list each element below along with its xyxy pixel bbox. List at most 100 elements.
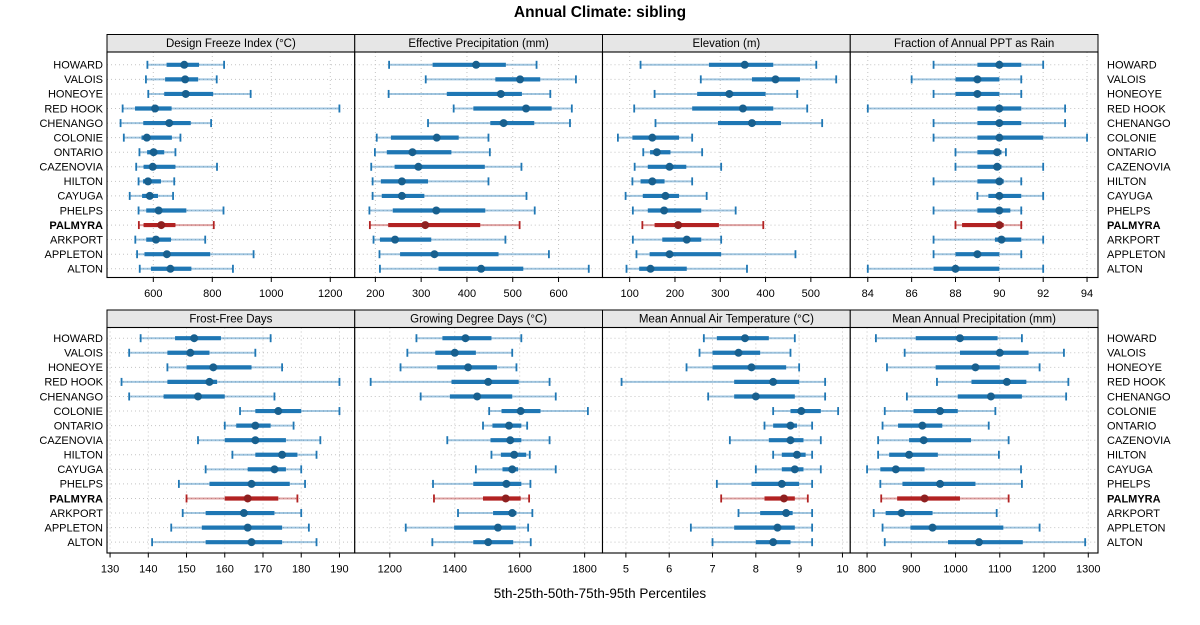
- median-dot: [738, 104, 747, 113]
- interval-row: [490, 450, 531, 459]
- median-dot: [648, 177, 657, 186]
- median-dot: [143, 177, 152, 186]
- x-tick-label: 500: [504, 288, 522, 300]
- interval-row: [151, 538, 318, 547]
- interval-row: [883, 407, 997, 416]
- interval-row: [370, 162, 523, 171]
- site-label-left: HOWARD: [53, 60, 103, 72]
- x-tick-label: 88: [949, 288, 961, 300]
- median-dot: [166, 264, 175, 273]
- interval-row-highlight: [720, 494, 809, 503]
- interval-row: [122, 133, 182, 142]
- interval-row: [711, 538, 814, 547]
- median-dot: [193, 392, 202, 401]
- median-dot: [782, 509, 791, 518]
- median-dot: [484, 538, 493, 547]
- x-tick-label: 900: [902, 564, 920, 576]
- interval-row: [204, 465, 303, 474]
- median-dot: [652, 148, 661, 157]
- median-dot: [993, 148, 1002, 157]
- median-dot: [149, 148, 158, 157]
- interval-row: [772, 450, 814, 459]
- panel-mean-annual-air-temperature-c-: Mean Annual Air Temperature (°C) 5 6 7 8 9 10: [601, 309, 851, 576]
- x-tick-label: 500: [802, 288, 820, 300]
- median-dot: [897, 509, 906, 518]
- median-dot: [251, 436, 260, 445]
- interval-row: [866, 465, 1022, 474]
- site-label-left: COLONIE: [53, 406, 103, 418]
- site-label-right: ONTARIO: [1107, 420, 1157, 432]
- median-dot: [725, 89, 734, 98]
- interval-row: [910, 75, 1023, 84]
- interval-row: [135, 162, 218, 171]
- site-label-left: ALTON: [67, 537, 103, 549]
- median-dot: [414, 162, 423, 171]
- interval-row: [642, 148, 704, 157]
- interval-row: [375, 133, 490, 142]
- median-dot: [995, 348, 1004, 357]
- interval-row: [639, 60, 818, 69]
- interval-row: [239, 407, 341, 416]
- median-dot: [522, 104, 531, 113]
- interval-row: [197, 436, 322, 445]
- interval-row: [653, 89, 799, 98]
- x-tick-label: 800: [858, 564, 876, 576]
- site-label-left: PHELPS: [60, 479, 103, 491]
- x-tick-label: 130: [101, 564, 119, 576]
- x-tick-label: 100: [620, 288, 638, 300]
- site-label-right: PHELPS: [1107, 479, 1150, 491]
- interval-row: [170, 523, 310, 532]
- site-label-right: HONEOYE: [1107, 362, 1162, 374]
- x-tick-label: 600: [549, 288, 567, 300]
- x-tick-label: 1000: [259, 288, 283, 300]
- interval-row: [368, 206, 536, 215]
- site-label-left: HILTON: [64, 176, 103, 188]
- median-dot: [661, 191, 670, 200]
- median-dot: [665, 250, 674, 259]
- x-tick-label: 150: [177, 564, 195, 576]
- panel-frost-free-days: Frost-Free Days 130 140 150 160 170 180 190: [101, 309, 356, 576]
- median-dot: [905, 450, 914, 459]
- interval-row: [120, 377, 341, 386]
- interval-row-highlight: [880, 494, 1010, 503]
- site-label-right: ALTON: [1107, 537, 1143, 549]
- site-label-right: CAYUGA: [1107, 191, 1153, 203]
- median-dot: [504, 421, 513, 430]
- median-dot: [955, 334, 964, 343]
- median-dot: [740, 334, 749, 343]
- median-dot: [747, 119, 756, 128]
- interval-row: [457, 509, 534, 518]
- median-dot: [674, 221, 683, 230]
- median-dot: [973, 89, 982, 98]
- median-dot: [995, 119, 1004, 128]
- median-dot: [919, 436, 928, 445]
- interval-row: [371, 177, 490, 186]
- site-label-left: CAZENOVIA: [39, 435, 103, 447]
- interval-row: [877, 436, 1010, 445]
- x-tick-label: 180: [292, 564, 310, 576]
- panel-bg: [602, 52, 851, 278]
- site-label-left: HONEOYE: [48, 362, 103, 374]
- interval-row: [166, 363, 284, 372]
- median-dot: [792, 450, 801, 459]
- interval-row: [976, 191, 1045, 200]
- median-dot: [247, 538, 256, 547]
- x-tick-label: 300: [711, 288, 729, 300]
- interval-row: [631, 206, 737, 215]
- interval-row: [128, 191, 174, 200]
- interval-row: [631, 235, 723, 244]
- interval-row: [406, 348, 514, 357]
- interval-row: [419, 392, 557, 401]
- median-dot: [501, 494, 510, 503]
- median-dot: [186, 348, 195, 357]
- site-label-left: PHELPS: [60, 205, 103, 217]
- site-label-left: APPLETON: [45, 249, 104, 261]
- interval-row-highlight: [368, 221, 521, 230]
- median-dot: [665, 162, 674, 171]
- site-label-right: CHENANGO: [1107, 118, 1171, 130]
- site-label-left: CHENANGO: [39, 118, 103, 130]
- interval-row: [877, 450, 1000, 459]
- panel-design-freeze-index-c-: Design Freeze Index (°C) 600 800 1000 1200: [106, 34, 356, 300]
- x-tick-label: 94: [1081, 288, 1093, 300]
- interval-row: [379, 264, 590, 273]
